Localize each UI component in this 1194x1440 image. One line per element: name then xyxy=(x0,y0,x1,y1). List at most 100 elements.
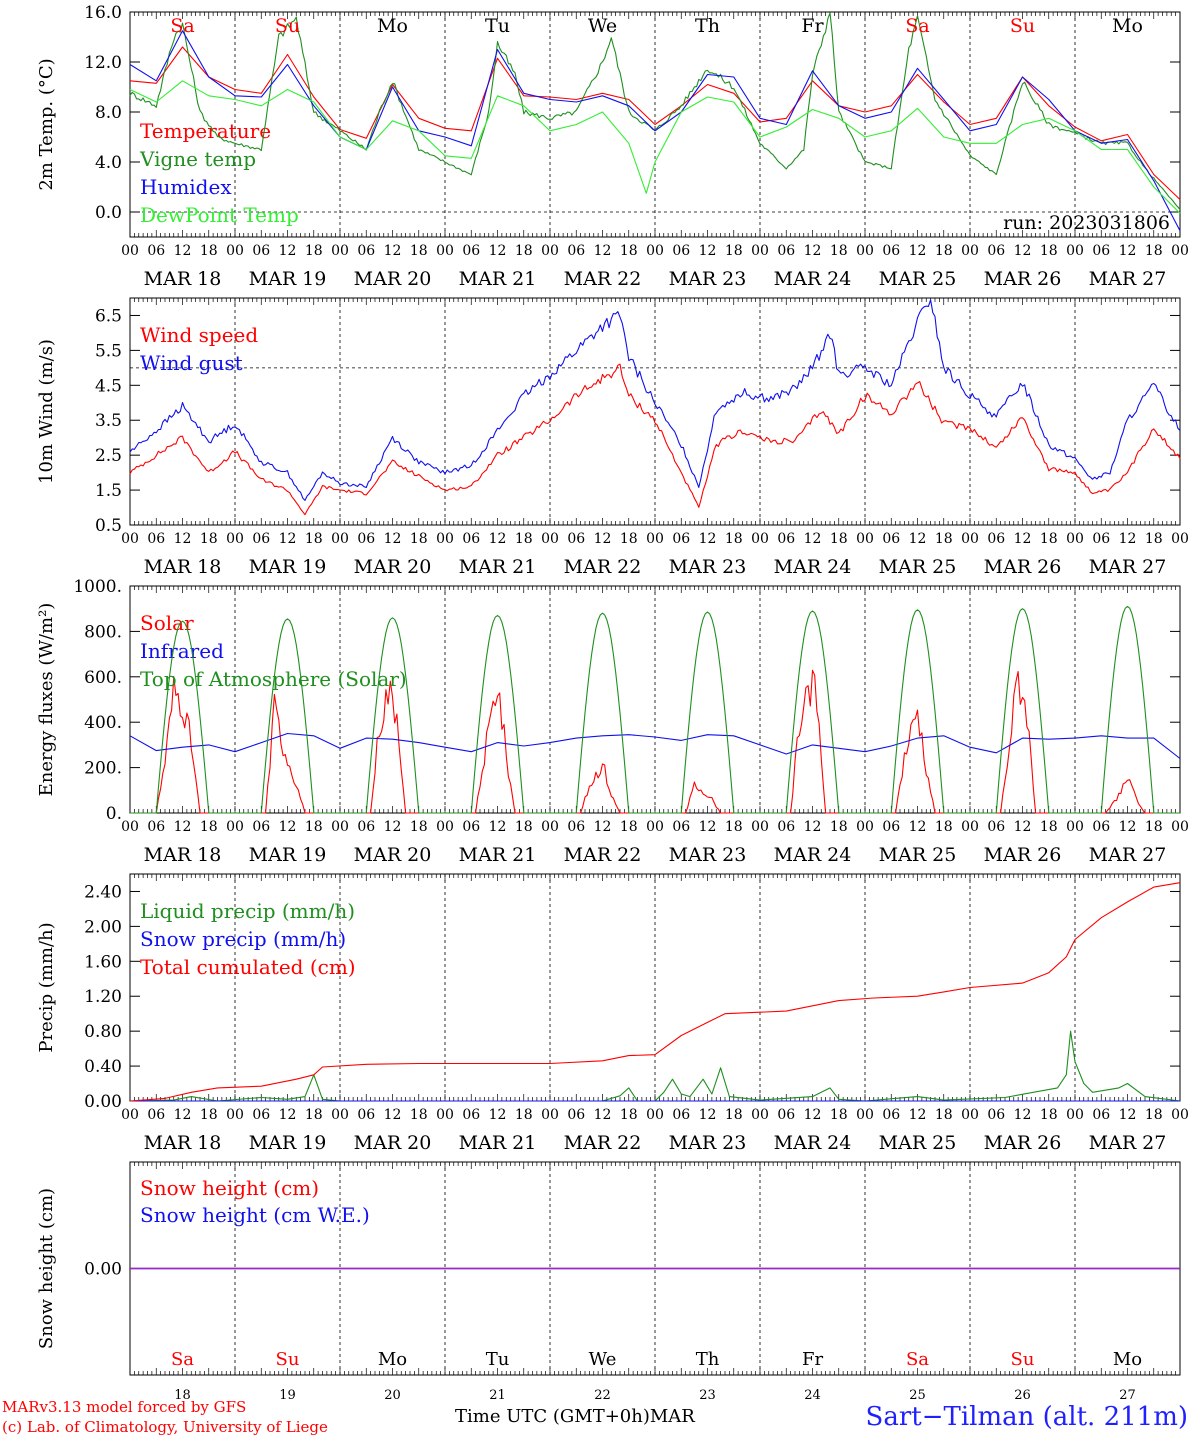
y-axis-label: 10m Wind (m/s) xyxy=(36,339,57,484)
hour-tick-label: 00 xyxy=(541,531,559,547)
hour-tick-label: 00 xyxy=(121,819,139,835)
date-label: MAR 27 xyxy=(1089,844,1167,866)
hour-tick-label: 00 xyxy=(1171,243,1189,259)
y-tick-label: 0.40 xyxy=(84,1057,122,1077)
hour-tick-label: 06 xyxy=(147,1107,165,1123)
hour-tick-label: 12 xyxy=(909,1107,927,1123)
date-label: MAR 19 xyxy=(249,844,327,866)
y-tick-label: 1.20 xyxy=(84,987,122,1007)
hour-tick-label: 12 xyxy=(1119,531,1137,547)
date-label: MAR 25 xyxy=(879,556,957,578)
weekday-label: Mo xyxy=(1112,15,1143,37)
hour-tick-label: 12 xyxy=(804,243,822,259)
hour-tick-label: 18 xyxy=(1040,243,1058,259)
panel-5: 0.00 Snow height (cm) Snow height (cm) Snow… xyxy=(36,1161,1181,1403)
y-tick-label: 1000. xyxy=(73,577,122,597)
date-label: MAR 25 xyxy=(879,1132,957,1154)
legend-entry: Humidex xyxy=(140,175,232,199)
date-label: MAR 23 xyxy=(669,556,747,578)
y-tick-label: 200. xyxy=(84,759,122,779)
day-number-label: 23 xyxy=(699,1388,716,1403)
hour-tick-label: 00 xyxy=(856,531,874,547)
hour-tick-label: 12 xyxy=(1014,819,1032,835)
hour-tick-label: 18 xyxy=(1145,819,1163,835)
hour-tick-label: 00 xyxy=(646,531,664,547)
day-number-label: 25 xyxy=(909,1388,926,1403)
hour-tick-label: 12 xyxy=(699,819,717,835)
date-label: MAR 27 xyxy=(1089,268,1167,290)
series-line xyxy=(129,732,1181,759)
hour-tick-label: 06 xyxy=(567,243,585,259)
date-label: MAR 19 xyxy=(249,556,327,578)
hour-tick-label: 18 xyxy=(1145,243,1163,259)
hour-tick-label: 00 xyxy=(961,819,979,835)
hour-tick-label: 00 xyxy=(226,243,244,259)
hour-tick-label: 12 xyxy=(594,243,612,259)
weekday-label: Sa xyxy=(171,1349,194,1370)
hour-tick-label: 12 xyxy=(279,1107,297,1123)
hour-tick-label: 06 xyxy=(987,531,1005,547)
hour-tick-label: 18 xyxy=(935,819,953,835)
weekday-label: Mo xyxy=(378,1349,407,1370)
hour-tick-label: 12 xyxy=(804,819,822,835)
hour-tick-label: 00 xyxy=(1066,243,1084,259)
y-tick-label: 8.0 xyxy=(95,103,122,123)
hour-tick-label: 00 xyxy=(541,243,559,259)
hour-tick-label: 06 xyxy=(462,1107,480,1123)
y-tick-label: 2.40 xyxy=(84,882,122,902)
hour-tick-label: 00 xyxy=(751,1107,769,1123)
date-label: MAR 24 xyxy=(774,844,852,866)
date-label: MAR 25 xyxy=(879,844,957,866)
hour-tick-label: 00 xyxy=(1171,819,1189,835)
hour-tick-label: 00 xyxy=(751,531,769,547)
day-number-label: 22 xyxy=(594,1388,611,1403)
y-tick-label: 12.0 xyxy=(84,53,122,73)
legend-entry: Snow height (cm) xyxy=(140,1176,319,1200)
hour-tick-label: 06 xyxy=(777,819,795,835)
hour-tick-label: 06 xyxy=(882,819,900,835)
date-label: MAR 26 xyxy=(984,268,1062,290)
hour-tick-label: 18 xyxy=(725,1107,743,1123)
run-label: run: 2023031806 xyxy=(1003,212,1170,234)
hour-tick-label: 00 xyxy=(856,1107,874,1123)
legend-entry: Solar xyxy=(140,611,194,635)
hour-tick-label: 00 xyxy=(331,531,349,547)
hour-tick-label: 06 xyxy=(672,243,690,259)
hour-tick-label: 18 xyxy=(935,1107,953,1123)
hour-tick-label: 18 xyxy=(935,531,953,547)
hour-tick-label: 18 xyxy=(200,819,218,835)
y-tick-label: 0.00 xyxy=(84,1260,122,1280)
hour-tick-label: 18 xyxy=(620,1107,638,1123)
hour-tick-label: 12 xyxy=(1014,243,1032,259)
date-label: MAR 23 xyxy=(669,1132,747,1154)
date-label: MAR 20 xyxy=(354,268,432,290)
hour-tick-label: 00 xyxy=(541,1107,559,1123)
hour-tick-label: 00 xyxy=(331,819,349,835)
date-label: MAR 18 xyxy=(144,844,222,866)
date-label: MAR 19 xyxy=(249,268,327,290)
date-label: MAR 26 xyxy=(984,844,1062,866)
date-label: MAR 27 xyxy=(1089,556,1167,578)
hour-tick-label: 18 xyxy=(620,243,638,259)
hour-tick-label: 18 xyxy=(305,1107,323,1123)
hour-tick-label: 06 xyxy=(252,243,270,259)
weekday-label: Tu xyxy=(485,15,510,37)
panel-3: 0. 200. 400. 600. 800. 1000. Energy fluxes (W/… xyxy=(36,577,1189,866)
y-axis-label: Energy fluxes (W/m²) xyxy=(36,603,57,797)
y-axis-label: 2m Temp. (°C) xyxy=(36,58,57,190)
hour-tick-label: 06 xyxy=(567,1107,585,1123)
weekday-label: Sa xyxy=(906,1349,929,1370)
hour-tick-label: 00 xyxy=(646,1107,664,1123)
date-label: MAR 21 xyxy=(459,268,537,290)
weekday-label: We xyxy=(589,1349,617,1370)
date-label: MAR 21 xyxy=(459,1132,537,1154)
hour-tick-label: 18 xyxy=(515,531,533,547)
hour-tick-label: 12 xyxy=(384,531,402,547)
hour-tick-label: 06 xyxy=(1092,531,1110,547)
weekday-label: We xyxy=(588,15,617,37)
hour-tick-label: 00 xyxy=(226,1107,244,1123)
hour-tick-label: 06 xyxy=(777,1107,795,1123)
hour-tick-label: 06 xyxy=(987,819,1005,835)
series-line xyxy=(129,46,1181,200)
hour-tick-label: 00 xyxy=(541,819,559,835)
